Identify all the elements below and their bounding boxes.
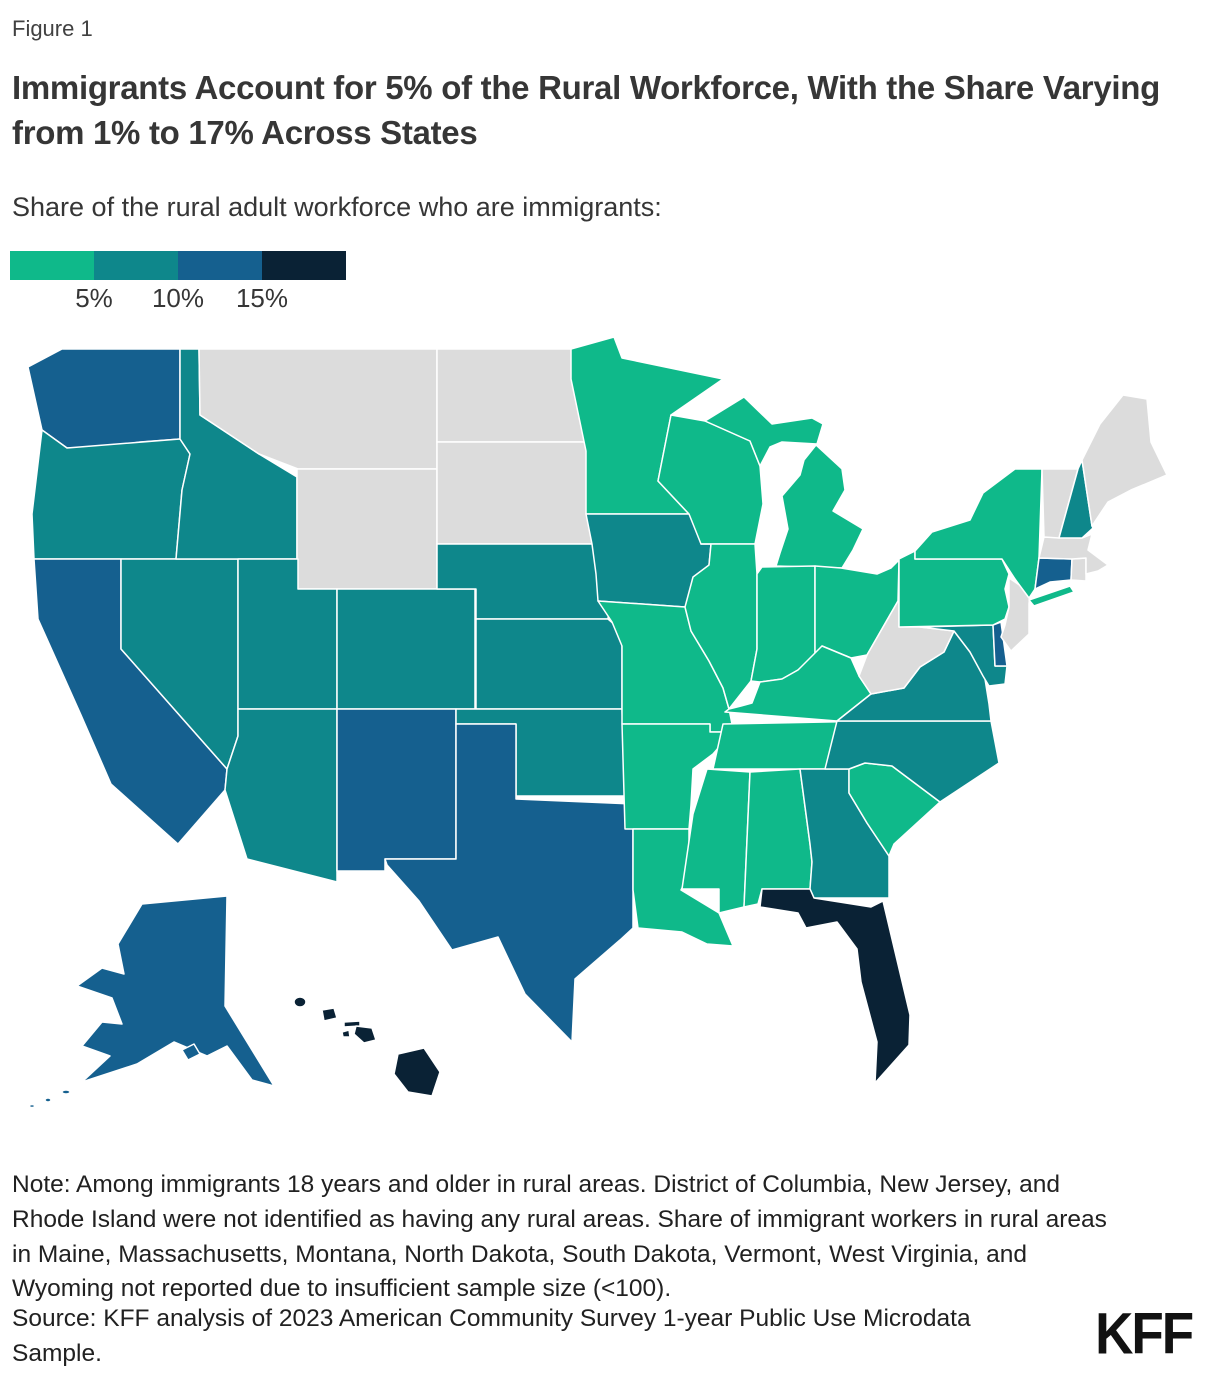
state-north-carolina xyxy=(824,720,1000,803)
legend-tick-labels: 5% 10% 15% xyxy=(10,283,430,315)
state-michigan-upper-peninsula xyxy=(704,396,824,467)
state-connecticut xyxy=(1034,557,1073,590)
state-colorado xyxy=(336,588,476,710)
state-hawaii-oahu xyxy=(321,1007,338,1022)
legend-swatch-5-10pct xyxy=(94,251,178,280)
state-north-dakota xyxy=(436,348,591,443)
state-texas xyxy=(384,723,634,1043)
state-washington xyxy=(27,348,181,449)
state-oregon xyxy=(31,429,191,560)
kff-logo: KFF xyxy=(1095,1301,1194,1367)
state-hawaii-big-island xyxy=(393,1047,441,1097)
state-alaska xyxy=(76,895,275,1087)
state-alaska-aleutian-island xyxy=(61,1089,71,1095)
state-arizona xyxy=(224,708,338,883)
legend-swatch-10-15pct xyxy=(178,251,262,280)
state-rhode-island xyxy=(1070,557,1087,582)
legend-tick-15: 15% xyxy=(235,283,289,313)
legend-tick-5: 5% xyxy=(75,283,113,313)
state-alaska-aleutian-island xyxy=(28,1103,36,1109)
figure-subtitle: Share of the rural adult workforce who a… xyxy=(12,192,662,222)
legend: 5% 10% 15% xyxy=(10,251,430,315)
state-hawaii-lanai xyxy=(341,1029,351,1038)
state-florida xyxy=(759,888,911,1084)
legend-tick-10: 10% xyxy=(151,283,205,313)
figure-label: Figure 1 xyxy=(12,16,93,41)
state-hawaii-kauai xyxy=(293,996,307,1008)
state-michigan xyxy=(775,444,864,569)
state-hawaii-maui xyxy=(353,1025,377,1044)
figure-title: Immigrants Account for 5% of the Rural W… xyxy=(12,69,1160,151)
state-maine xyxy=(1081,394,1168,527)
legend-swatch-row xyxy=(10,251,430,280)
note-text: Note: Among immigrants 18 years and olde… xyxy=(12,1171,1107,1303)
source-text: Source: KFF analysis of 2023 American Co… xyxy=(12,1305,971,1367)
state-pennsylvania xyxy=(898,550,1010,628)
legend-swatch-15pct-plus xyxy=(262,251,346,280)
state-new-mexico xyxy=(336,708,457,872)
state-kansas xyxy=(475,618,623,710)
us-choropleth-map xyxy=(27,336,1168,1109)
legend-swatch-under-5pct xyxy=(10,251,94,280)
state-alaska-kodiak-island xyxy=(181,1043,201,1061)
state-alaska-aleutian-island xyxy=(44,1097,52,1103)
state-alabama xyxy=(743,768,813,908)
state-new-york-long-island xyxy=(1028,585,1075,607)
state-south-dakota xyxy=(436,441,598,545)
state-wyoming xyxy=(296,468,438,590)
